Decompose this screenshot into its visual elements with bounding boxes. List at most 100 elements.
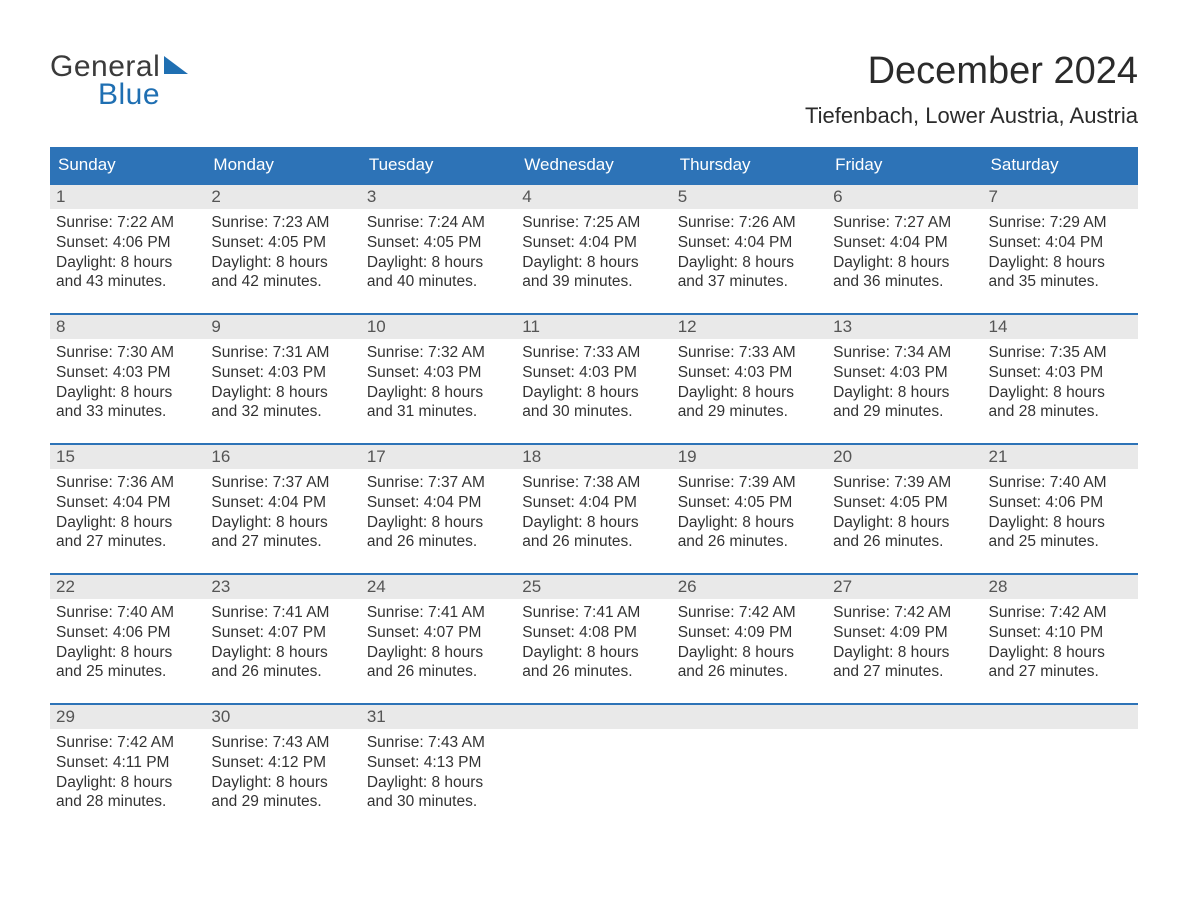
day-detail-line: Sunrise: 7:31 AM: [211, 343, 354, 363]
day-number: [983, 705, 1138, 729]
day-detail-line: and 26 minutes.: [678, 532, 821, 552]
day-detail-line: Sunset: 4:06 PM: [56, 233, 199, 253]
day-detail-line: Sunrise: 7:42 AM: [678, 603, 821, 623]
day-detail-line: Sunrise: 7:24 AM: [367, 213, 510, 233]
day-details: Sunrise: 7:26 AMSunset: 4:04 PMDaylight:…: [672, 209, 827, 300]
day-detail-line: Sunset: 4:03 PM: [367, 363, 510, 383]
calendar-day: 5Sunrise: 7:26 AMSunset: 4:04 PMDaylight…: [672, 185, 827, 313]
day-details: Sunrise: 7:24 AMSunset: 4:05 PMDaylight:…: [361, 209, 516, 300]
day-number: 19: [672, 445, 827, 469]
day-details: Sunrise: 7:29 AMSunset: 4:04 PMDaylight:…: [983, 209, 1138, 300]
calendar-day: 7Sunrise: 7:29 AMSunset: 4:04 PMDaylight…: [983, 185, 1138, 313]
day-number: 31: [361, 705, 516, 729]
day-details: Sunrise: 7:43 AMSunset: 4:13 PMDaylight:…: [361, 729, 516, 820]
day-detail-line: Sunset: 4:04 PM: [833, 233, 976, 253]
day-detail-line: Daylight: 8 hours: [522, 513, 665, 533]
day-number: 24: [361, 575, 516, 599]
day-detail-line: and 30 minutes.: [367, 792, 510, 812]
calendar-day: 26Sunrise: 7:42 AMSunset: 4:09 PMDayligh…: [672, 575, 827, 703]
calendar-day: 27Sunrise: 7:42 AMSunset: 4:09 PMDayligh…: [827, 575, 982, 703]
day-detail-line: Sunset: 4:11 PM: [56, 753, 199, 773]
day-number: 27: [827, 575, 982, 599]
day-details: Sunrise: 7:33 AMSunset: 4:03 PMDaylight:…: [516, 339, 671, 430]
day-number: 6: [827, 185, 982, 209]
calendar: SundayMondayTuesdayWednesdayThursdayFrid…: [50, 147, 1138, 833]
day-number: [672, 705, 827, 729]
calendar-week: 22 Sunrise: 7:40 AMSunset: 4:06 PM Dayligh…: [50, 573, 1138, 703]
day-number: 7: [983, 185, 1138, 209]
dow-cell: Friday: [827, 147, 982, 183]
day-detail-line: and 28 minutes.: [56, 792, 199, 812]
calendar-day: 10Sunrise: 7:32 AMSunset: 4:03 PMDayligh…: [361, 315, 516, 443]
day-detail-line: Daylight: 8 hours: [522, 383, 665, 403]
day-number: 11: [516, 315, 671, 339]
day-details: Sunrise: 7:43 AMSunset: 4:12 PMDaylight:…: [205, 729, 360, 820]
day-detail-line: Sunrise: 7:37 AM: [211, 473, 354, 493]
calendar-day: 23Sunrise: 7:41 AMSunset: 4:07 PMDayligh…: [205, 575, 360, 703]
day-detail-line: Daylight: 8 hours: [833, 383, 976, 403]
month-title: December 2024: [805, 50, 1138, 93]
day-detail-line: Sunrise: 7:41 AM: [522, 603, 665, 623]
day-details: [983, 729, 1138, 741]
day-detail-line: Sunset: 4:03 PM: [211, 363, 354, 383]
day-detail-line: Sunset: 4:12 PM: [211, 753, 354, 773]
day-detail-line: Daylight: 8 hours: [989, 383, 1132, 403]
day-detail-line: Daylight: 8 hours: [989, 643, 1132, 663]
day-detail-line: Sunrise: 7:32 AM: [367, 343, 510, 363]
day-detail-line: Daylight: 8 hours: [367, 513, 510, 533]
day-detail-line: Sunset: 4:05 PM: [678, 493, 821, 513]
day-details: Sunrise: 7:41 AMSunset: 4:07 PMDaylight:…: [205, 599, 360, 690]
day-detail-line: Sunrise: 7:41 AM: [367, 603, 510, 623]
day-number: 26: [672, 575, 827, 599]
day-detail-line: and 25 minutes.: [989, 532, 1132, 552]
day-detail-line: Sunrise: 7:30 AM: [56, 343, 199, 363]
day-details: Sunrise: 7:42 AMSunset: 4:09 PMDaylight:…: [672, 599, 827, 690]
day-detail-line: Daylight: 8 hours: [678, 253, 821, 273]
logo: General Blue: [50, 50, 190, 112]
page-header: General Blue December 2024 Tiefenbach, L…: [50, 50, 1138, 129]
day-detail-line: Daylight: 8 hours: [833, 253, 976, 273]
day-number: 1: [50, 185, 205, 209]
day-detail-line: Daylight: 8 hours: [989, 513, 1132, 533]
day-detail-line: Daylight: 8 hours: [56, 253, 199, 273]
day-number: 8: [50, 315, 205, 339]
day-detail-line: Daylight: 8 hours: [56, 383, 199, 403]
day-detail-line: Sunset: 4:08 PM: [522, 623, 665, 643]
day-details: Sunrise: 7:38 AMSunset: 4:04 PMDaylight:…: [516, 469, 671, 560]
day-detail-line: Sunset: 4:07 PM: [211, 623, 354, 643]
day-detail-line: Daylight: 8 hours: [833, 643, 976, 663]
day-detail-line: Sunrise: 7:43 AM: [211, 733, 354, 753]
day-details: Sunrise: 7:42 AMSunset: 4:10 PMDaylight:…: [983, 599, 1138, 690]
day-detail-line: Sunrise: 7:42 AM: [56, 733, 199, 753]
day-details: [672, 729, 827, 741]
day-number: 14: [983, 315, 1138, 339]
day-detail-line: Sunset: 4:09 PM: [833, 623, 976, 643]
day-detail-line: and 27 minutes.: [56, 532, 199, 552]
day-detail-line: Daylight: 8 hours: [678, 513, 821, 533]
title-block: December 2024 Tiefenbach, Lower Austria,…: [805, 50, 1138, 129]
day-detail-line: Sunset: 4:05 PM: [367, 233, 510, 253]
day-detail-line: and 26 minutes.: [833, 532, 976, 552]
calendar-day: 17Sunrise: 7:37 AMSunset: 4:04 PMDayligh…: [361, 445, 516, 573]
day-detail-line: Daylight: 8 hours: [678, 643, 821, 663]
calendar-day: 24Sunrise: 7:41 AMSunset: 4:07 PMDayligh…: [361, 575, 516, 703]
day-detail-line: and 29 minutes.: [211, 792, 354, 812]
day-number: 9: [205, 315, 360, 339]
calendar-day: 4Sunrise: 7:25 AMSunset: 4:04 PMDaylight…: [516, 185, 671, 313]
day-detail-line: and 35 minutes.: [989, 272, 1132, 292]
day-details: Sunrise: 7:32 AMSunset: 4:03 PMDaylight:…: [361, 339, 516, 430]
day-number: 12: [672, 315, 827, 339]
dow-cell: Sunday: [50, 147, 205, 183]
day-number: 22: [50, 575, 205, 599]
day-of-week-header: SundayMondayTuesdayWednesdayThursdayFrid…: [50, 147, 1138, 183]
dow-cell: Thursday: [672, 147, 827, 183]
calendar-day: 6Sunrise: 7:27 AMSunset: 4:04 PMDaylight…: [827, 185, 982, 313]
day-detail-line: and 27 minutes.: [833, 662, 976, 682]
day-number: 4: [516, 185, 671, 209]
day-detail-line: Sunset: 4:06 PM: [56, 623, 199, 643]
day-detail-line: Sunrise: 7:40 AM: [56, 603, 199, 623]
day-detail-line: Daylight: 8 hours: [367, 253, 510, 273]
day-details: [827, 729, 982, 741]
day-detail-line: Sunset: 4:04 PM: [678, 233, 821, 253]
day-details: Sunrise: 7:22 AMSunset: 4:06 PMDaylight:…: [50, 209, 205, 300]
